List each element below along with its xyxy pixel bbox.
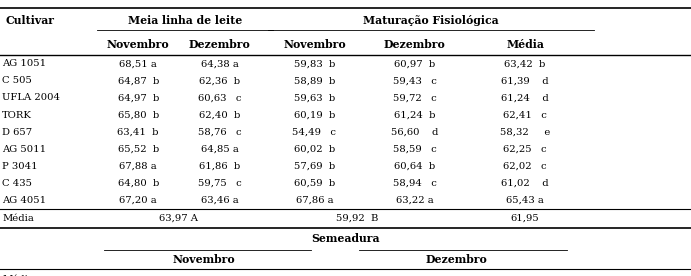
Text: Semeadura: Semeadura <box>311 233 380 244</box>
Text: 64,80  b: 64,80 b <box>117 179 159 188</box>
Text: Meia linha de leite: Meia linha de leite <box>128 15 242 26</box>
Text: 58,32     e: 58,32 e <box>500 128 550 137</box>
Text: C 505: C 505 <box>2 76 32 85</box>
Text: AG 5011: AG 5011 <box>2 145 46 154</box>
Text: 54,49   c: 54,49 c <box>292 128 337 137</box>
Text: Média: Média <box>2 214 34 223</box>
Text: 60,64  b: 60,64 b <box>394 162 435 171</box>
Text: 64,38 a: 64,38 a <box>201 59 238 68</box>
Text: Dezembro: Dezembro <box>425 254 487 264</box>
Text: 64,97  b: 64,97 b <box>117 94 159 102</box>
Text: 65,80  b: 65,80 b <box>117 111 159 120</box>
Text: Dezembro: Dezembro <box>189 39 251 50</box>
Text: 61,24  b: 61,24 b <box>394 111 435 120</box>
Text: 60,97  b: 60,97 b <box>394 59 435 68</box>
Text: 63,46 a: 63,46 a <box>201 196 238 205</box>
Text: 56,60    d: 56,60 d <box>391 128 438 137</box>
Text: AG 1051: AG 1051 <box>2 59 46 68</box>
Text: 65,52  b: 65,52 b <box>117 145 159 154</box>
Text: P 3041: P 3041 <box>2 162 38 171</box>
Text: 67,88 a: 67,88 a <box>120 162 157 171</box>
Text: 62,36  b: 62,36 b <box>199 76 240 85</box>
Text: Cultivar: Cultivar <box>6 15 54 26</box>
Text: D 657: D 657 <box>2 128 32 137</box>
Text: Dezembro: Dezembro <box>384 39 446 50</box>
Text: 61,95: 61,95 <box>511 214 540 223</box>
Text: UFLA 2004: UFLA 2004 <box>2 94 60 102</box>
Text: 63,97 A: 63,97 A <box>160 214 198 223</box>
Text: 60,63   c: 60,63 c <box>198 94 241 102</box>
Text: 58,94   c: 58,94 c <box>392 179 437 188</box>
Text: 67,86 a: 67,86 a <box>296 196 333 205</box>
Text: 59,63  b: 59,63 b <box>294 94 335 102</box>
Text: 59,83  b: 59,83 b <box>294 59 335 68</box>
Text: 62,90 A: 62,90 A <box>184 275 223 276</box>
Text: 60,99  B: 60,99 B <box>435 275 477 276</box>
Text: Novembro: Novembro <box>283 39 346 50</box>
Text: 67,20 a: 67,20 a <box>120 196 157 205</box>
Text: 60,59  b: 60,59 b <box>294 179 335 188</box>
Text: 62,02   c: 62,02 c <box>503 162 547 171</box>
Text: Média: Média <box>2 275 34 276</box>
Text: 58,89  b: 58,89 b <box>294 76 335 85</box>
Text: Novembro: Novembro <box>107 39 169 50</box>
Text: 63,22 a: 63,22 a <box>396 196 433 205</box>
Text: 59,92  B: 59,92 B <box>337 214 379 223</box>
Text: 65,43 a: 65,43 a <box>507 196 544 205</box>
Text: 61,86  b: 61,86 b <box>199 162 240 171</box>
Text: 60,02  b: 60,02 b <box>294 145 335 154</box>
Text: Maturação Fisiológica: Maturação Fisiológica <box>363 15 499 26</box>
Text: 60,19  b: 60,19 b <box>294 111 335 120</box>
Text: Média: Média <box>507 39 544 50</box>
Text: 64,87  b: 64,87 b <box>117 76 159 85</box>
Text: 58,76   c: 58,76 c <box>198 128 242 137</box>
Text: 62,41   c: 62,41 c <box>503 111 547 120</box>
Text: 61,39    d: 61,39 d <box>502 76 549 85</box>
Text: 63,42  b: 63,42 b <box>504 59 546 68</box>
Text: AG 4051: AG 4051 <box>2 196 46 205</box>
Text: TORK: TORK <box>2 111 32 120</box>
Text: 68,51 a: 68,51 a <box>120 59 157 68</box>
Text: 62,25   c: 62,25 c <box>503 145 547 154</box>
Text: C 435: C 435 <box>2 179 32 188</box>
Text: 63,41  b: 63,41 b <box>117 128 159 137</box>
Text: 62,40  b: 62,40 b <box>199 111 240 120</box>
Text: 64,85 a: 64,85 a <box>201 145 238 154</box>
Text: 59,72   c: 59,72 c <box>392 94 437 102</box>
Text: 61,02    d: 61,02 d <box>502 179 549 188</box>
Text: 58,59   c: 58,59 c <box>392 145 437 154</box>
Text: Novembro: Novembro <box>173 254 235 264</box>
Text: 59,43   c: 59,43 c <box>392 76 437 85</box>
Text: 57,69  b: 57,69 b <box>294 162 335 171</box>
Text: 59,75   c: 59,75 c <box>198 179 242 188</box>
Text: 61,24    d: 61,24 d <box>501 94 549 102</box>
